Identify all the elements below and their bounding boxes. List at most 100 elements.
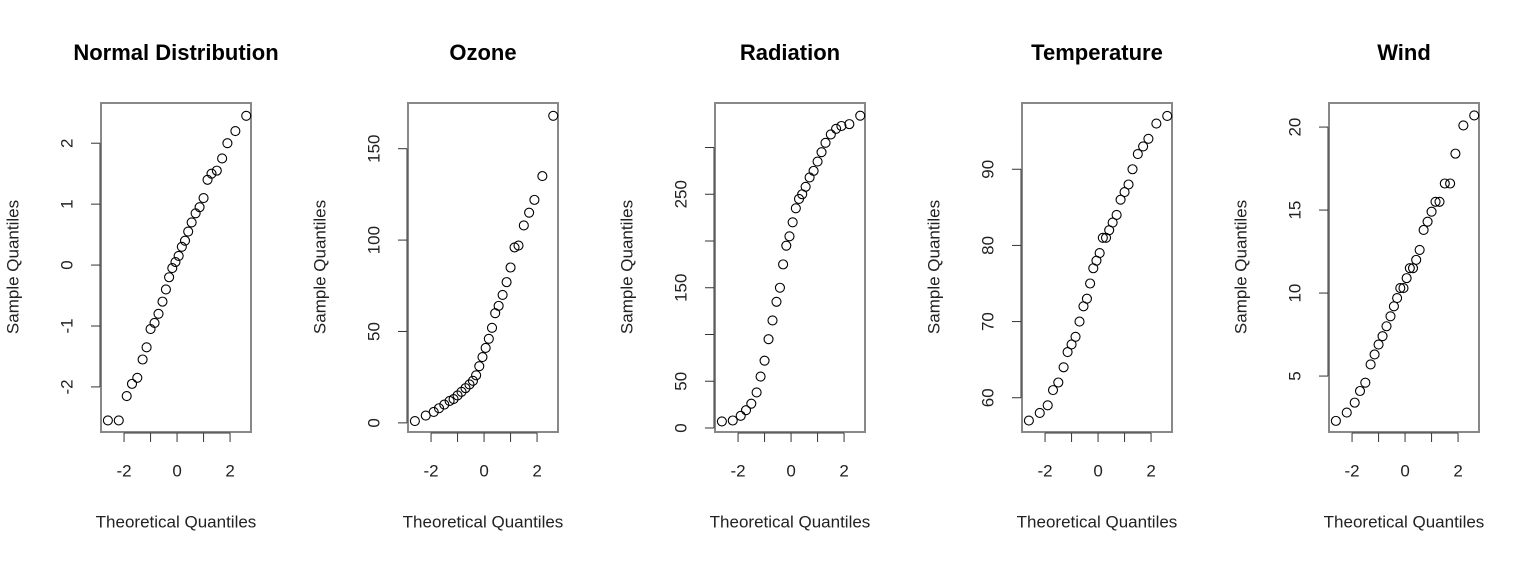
- point: [1434, 196, 1445, 207]
- point: [755, 371, 766, 382]
- point: [820, 137, 831, 148]
- plot-frame: [714, 102, 866, 433]
- y-tick-label: -1: [57, 318, 76, 333]
- point: [763, 334, 774, 345]
- point: [767, 315, 778, 326]
- x-tick-label: 2: [1146, 461, 1155, 480]
- point: [132, 372, 143, 383]
- point: [428, 406, 439, 417]
- point: [464, 379, 475, 390]
- point: [804, 172, 815, 183]
- point: [1123, 179, 1134, 190]
- y-tick-label: 50: [364, 322, 383, 341]
- point: [1377, 331, 1388, 342]
- point: [1074, 316, 1085, 327]
- point: [537, 171, 548, 182]
- point: [1404, 263, 1415, 274]
- point: [1411, 254, 1422, 265]
- y-tick-label: 0: [364, 418, 383, 427]
- chart-title: Ozone: [449, 40, 516, 65]
- point: [816, 147, 827, 158]
- y-tick-label: 100: [364, 226, 383, 254]
- point: [1354, 385, 1366, 397]
- point: [486, 322, 498, 333]
- point: [480, 342, 491, 353]
- point: [1369, 349, 1380, 360]
- point: [230, 125, 241, 137]
- y-tick-label: 80: [978, 236, 997, 255]
- y-axis-label: Sample Quantiles: [310, 200, 329, 334]
- point: [1127, 164, 1138, 175]
- point: [812, 156, 823, 167]
- x-tick-label: 2: [225, 461, 234, 480]
- point: [1034, 407, 1045, 419]
- point: [157, 296, 168, 307]
- point: [716, 416, 727, 427]
- point: [1422, 216, 1433, 227]
- point: [1360, 377, 1371, 388]
- x-tick-label: -2: [730, 461, 745, 480]
- y-tick-label: 10: [1285, 284, 1304, 303]
- point: [1330, 415, 1341, 426]
- point: [198, 192, 209, 204]
- y-tick-label: 5: [1285, 371, 1304, 380]
- y-tick-label: 0: [57, 260, 76, 269]
- point: [844, 119, 855, 130]
- chart-title: Normal Distribution: [73, 40, 278, 65]
- point: [836, 120, 847, 132]
- point: [1381, 321, 1392, 332]
- point: [1385, 311, 1396, 322]
- point: [1023, 415, 1034, 426]
- point: [1450, 148, 1461, 159]
- point: [1392, 292, 1403, 304]
- point: [778, 259, 789, 270]
- point: [831, 123, 842, 134]
- point: [1066, 339, 1077, 350]
- point: [173, 250, 184, 261]
- plot-frame: [1021, 102, 1173, 433]
- y-tick-label: 70: [978, 312, 997, 331]
- y-tick-label: 60: [978, 388, 997, 407]
- point: [781, 240, 792, 251]
- point: [513, 240, 524, 251]
- point: [548, 110, 559, 121]
- point: [1047, 385, 1059, 396]
- point: [141, 342, 152, 353]
- y-axis-label: Sample Quantiles: [924, 200, 943, 334]
- x-tick-label: -2: [423, 461, 438, 480]
- point: [1107, 217, 1118, 228]
- x-tick-label: 2: [532, 461, 541, 480]
- point: [790, 203, 801, 214]
- point: [186, 217, 197, 228]
- point: [1115, 194, 1126, 205]
- y-tick-label: 50: [671, 372, 690, 391]
- point: [1439, 178, 1450, 189]
- point: [179, 235, 191, 246]
- point: [1373, 339, 1384, 350]
- point: [808, 165, 819, 176]
- x-tick-label: -2: [1344, 461, 1359, 480]
- x-axis-label: Theoretical Quantiles: [96, 512, 257, 531]
- y-tick-label: 2: [57, 138, 76, 147]
- point: [1401, 273, 1412, 284]
- point: [1151, 118, 1162, 129]
- point: [137, 354, 148, 365]
- point: [751, 387, 762, 398]
- point: [409, 415, 420, 427]
- point: [149, 317, 160, 328]
- point: [217, 153, 228, 164]
- point: [774, 282, 785, 293]
- point: [222, 138, 233, 149]
- x-tick-label: -2: [1037, 461, 1052, 480]
- chart-title: Wind: [1377, 40, 1431, 65]
- point: [524, 207, 535, 218]
- point: [1349, 397, 1360, 408]
- point: [746, 398, 757, 409]
- point: [1365, 359, 1376, 370]
- x-axis-label: Theoretical Quantiles: [1324, 512, 1485, 531]
- point: [1341, 407, 1352, 418]
- x-tick-label: 0: [1400, 461, 1409, 480]
- point: [194, 202, 205, 213]
- x-tick-label: 0: [1093, 461, 1102, 480]
- point: [1094, 247, 1105, 259]
